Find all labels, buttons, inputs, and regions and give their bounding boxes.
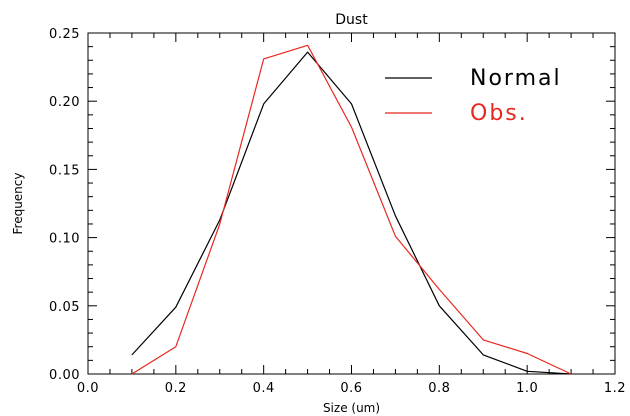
legend-label: Obs.: [470, 101, 528, 126]
chart-title: Dust: [335, 12, 368, 28]
series-line-normal: [131, 51, 572, 375]
y-tick-label: 0.10: [49, 232, 80, 247]
x-tick-label: 0.6: [340, 381, 362, 396]
y-tick-label: 0.20: [49, 95, 80, 110]
y-tick-label: 0.00: [49, 368, 80, 383]
y-tick-labels: 0.00 0.05 0.10 0.15 0.20 0.25: [49, 27, 80, 383]
x-tick-label: 0.4: [253, 381, 275, 396]
legend-label: Normal: [470, 66, 562, 91]
series-line-obs: [131, 44, 572, 375]
y-axis-title: Frequency: [11, 173, 25, 235]
x-tick-labels: 0.0 0.2 0.4 0.6 0.8 1.0 1.2: [77, 381, 626, 396]
x-tick-label: 0.2: [165, 381, 187, 396]
y-tick-label: 0.15: [49, 163, 80, 178]
x-tick-label: 1.2: [604, 381, 626, 396]
series-lines: [131, 44, 572, 375]
y-tick-label: 0.05: [49, 300, 80, 315]
y-tick-label: 0.25: [49, 27, 80, 42]
x-tick-label: 0.8: [428, 381, 450, 396]
axis-ticks: [87, 32, 616, 375]
x-tick-label: 1.0: [516, 381, 538, 396]
x-tick-label: 0.0: [77, 381, 99, 396]
x-axis-title: Size (um): [323, 401, 380, 415]
legend: Normal Obs.: [385, 66, 562, 126]
